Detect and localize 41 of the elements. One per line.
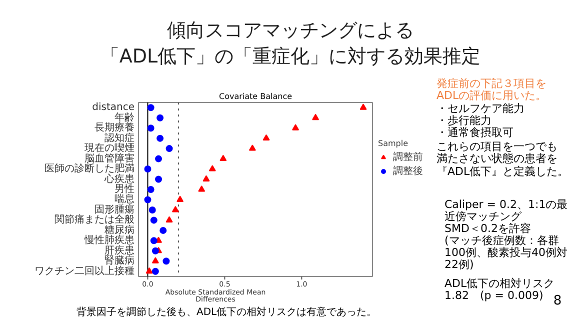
text: 背景因子を調節した後も、ADL低下の相対リスクは有意であった。 <box>76 306 377 318</box>
text: 8 <box>553 294 562 308</box>
chart-subtitle: 「ADL低下」の「重症化」に対する効果推定 <box>100 46 481 68</box>
text: ・歩行能力 <box>436 114 492 127</box>
text: ・通常食摂取可 <box>436 126 514 139</box>
text: 発症前の下記３項目を <box>436 77 546 90</box>
y-tick-label: 脳血管障害 <box>84 152 134 164</box>
text: これらの項目を一つでも <box>436 140 558 153</box>
text: SMD＜0.2を許容 <box>444 222 531 235</box>
chart-title: 傾向スコアマッチングによる <box>167 20 414 42</box>
text: 『ADL低下』と定義した。 <box>436 165 569 178</box>
text: Caliper = 0.2、1:1の最 <box>444 198 568 211</box>
y-tick-label: 喘息 <box>114 193 134 206</box>
y-tick-label: 関節痛または全般 <box>54 214 134 226</box>
y-tick-label: 医師の診断した肥満 <box>44 162 134 175</box>
y-tick-label: 糖尿病 <box>104 224 134 236</box>
text: 100例、酸素投与40例対 <box>444 246 568 259</box>
y-tick-label: ワクチン二回以上接種 <box>34 264 134 277</box>
text: 22例) <box>444 258 474 271</box>
text: 近傍マッチング <box>444 210 522 223</box>
y-tick-label: 年齢 <box>114 111 134 124</box>
y-tick-label: 認知症 <box>104 132 134 144</box>
y-tick-label: distance <box>92 102 134 114</box>
text: ADL低下の相対リスク <box>444 277 555 290</box>
y-tick-label: 腎臓病 <box>104 254 134 267</box>
y-tick-label: 心疾患 <box>104 172 134 185</box>
text: 1.82 (p = 0.009) <box>444 289 544 302</box>
y-tick-label: 長期療養 <box>94 122 134 134</box>
text: ADLの評価に用いた。 <box>436 89 547 102</box>
text: Covariate Balance <box>218 92 292 101</box>
legend-label: 調整後 <box>393 164 423 178</box>
y-tick-label: 現在の喫煙 <box>84 142 134 154</box>
y-tick-label: 男性 <box>114 183 134 195</box>
y-tick-label: 肝疾患 <box>104 244 134 256</box>
legend-label: 調整前 <box>393 150 423 164</box>
legend-title: Sample <box>378 139 409 148</box>
y-tick-label: 慢性肺疾患 <box>84 234 134 246</box>
text: ・セルフケア能力 <box>436 102 524 115</box>
text: 満たさない状態の患者を <box>436 152 558 165</box>
text: (マッチ後症例数：各群 <box>444 234 559 247</box>
y-tick-label: 固形腫瘍 <box>94 203 134 216</box>
